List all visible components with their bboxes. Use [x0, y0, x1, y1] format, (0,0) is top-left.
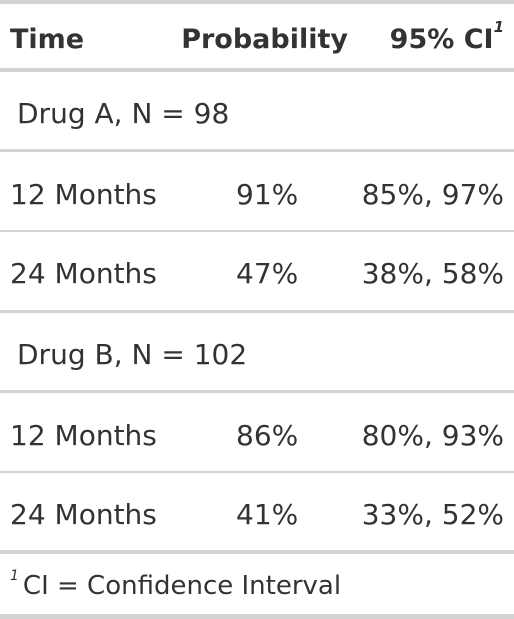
group-label-drug-b: Drug B, N = 102 — [17, 341, 247, 369]
footnote-text: CI = Confidence Interval — [22, 571, 342, 601]
column-header-ci: 95% CI1 — [389, 20, 504, 55]
cell-ci: 33%, 52% — [361, 498, 504, 531]
footnote-marker: 1 — [493, 18, 504, 36]
group-divider — [0, 310, 514, 313]
column-header-ci-label: 95% CI — [389, 24, 494, 55]
cell-probability: 86% — [236, 419, 299, 452]
cell-time: 12 Months — [10, 419, 157, 452]
group-a-bottom-rule — [0, 149, 514, 152]
table-top-rule — [0, 0, 514, 4]
cell-time: 24 Months — [10, 498, 157, 531]
cell-ci: 38%, 58% — [361, 257, 504, 290]
table-bottom-rule — [0, 614, 514, 619]
column-header-probability: Probability — [181, 26, 348, 53]
row-divider — [0, 230, 514, 232]
column-header-time-label: Time — [10, 24, 85, 55]
group-label-drug-a: Drug A, N = 98 — [17, 100, 229, 128]
cell-time: 24 Months — [10, 257, 157, 290]
column-header-probability-label: Probability — [181, 24, 348, 55]
group-label: Drug A, N = 98 — [17, 97, 230, 130]
cell-probability: 91% — [236, 178, 299, 211]
cell-probability: 41% — [236, 498, 299, 531]
group-label: Drug B, N = 102 — [17, 338, 248, 371]
table-footnote: 1 CI = Confidence Interval — [10, 569, 342, 601]
header-bottom-rule — [0, 68, 514, 72]
body-bottom-rule — [0, 550, 514, 554]
row-divider — [0, 471, 514, 473]
cell-ci: 85%, 97% — [361, 178, 504, 211]
column-header-time: Time — [10, 26, 84, 53]
cell-ci: 80%, 93% — [361, 419, 504, 452]
cell-time: 12 Months — [10, 178, 157, 211]
footnote-marker: 1 — [10, 568, 19, 584]
group-b-bottom-rule — [0, 390, 514, 393]
cell-probability: 47% — [236, 257, 299, 290]
